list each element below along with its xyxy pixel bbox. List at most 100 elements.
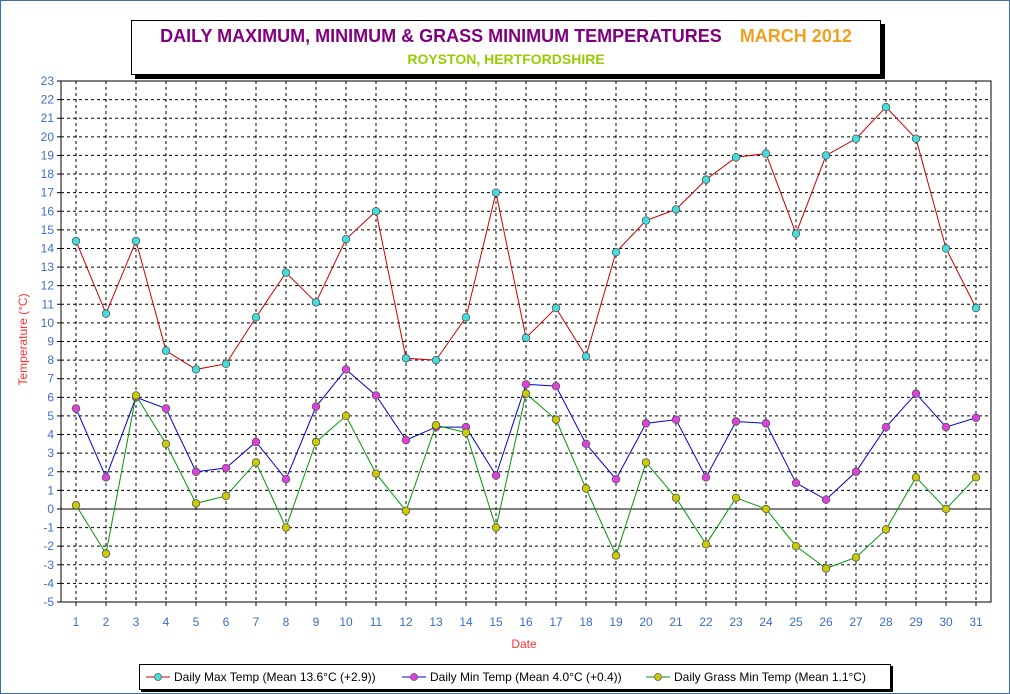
data-point-s1 bbox=[611, 474, 621, 484]
data-point-s1 bbox=[491, 471, 501, 480]
data-point-s0 bbox=[341, 234, 351, 244]
data-point-s0 bbox=[401, 354, 411, 363]
data-point-s1 bbox=[671, 415, 681, 424]
data-point-s2 bbox=[581, 484, 591, 493]
data-point-s2 bbox=[71, 501, 81, 510]
data-point-s2 bbox=[641, 458, 651, 467]
data-point-s2 bbox=[311, 437, 321, 447]
y-axis-title: Temperature (°C) bbox=[16, 293, 30, 385]
legend-marker bbox=[154, 673, 162, 681]
data-point-s2 bbox=[341, 411, 351, 421]
x-tick-label: 24 bbox=[759, 615, 773, 629]
data-point-s1 bbox=[371, 391, 381, 400]
data-point-s1 bbox=[791, 478, 801, 488]
data-point-s0 bbox=[281, 268, 291, 277]
y-tick-label: 14 bbox=[41, 241, 55, 255]
data-point-s1 bbox=[911, 389, 921, 398]
data-point-s2 bbox=[911, 473, 921, 482]
x-tick-label: 3 bbox=[133, 615, 140, 629]
y-tick-label: 21 bbox=[41, 111, 55, 125]
data-point-s0 bbox=[251, 313, 261, 322]
data-point-s0 bbox=[641, 216, 651, 225]
data-point-s0 bbox=[911, 134, 921, 143]
data-point-s1 bbox=[731, 417, 741, 426]
data-point-s0 bbox=[221, 359, 231, 369]
chart-title: DAILY MAXIMUM, MINIMUM & GRASS MINIMUM T… bbox=[160, 26, 722, 46]
data-point-s0 bbox=[791, 229, 801, 238]
data-point-s2 bbox=[551, 415, 561, 424]
x-tick-label: 23 bbox=[729, 615, 743, 629]
x-tick-label: 29 bbox=[909, 615, 923, 629]
x-tick-label: 16 bbox=[519, 615, 533, 629]
y-tick-label: 8 bbox=[47, 353, 54, 367]
y-tick-label: 11 bbox=[42, 297, 55, 311]
chart-title-box: DAILY MAXIMUM, MINIMUM & GRASS MINIMUM T… bbox=[131, 20, 881, 75]
data-point-s0 bbox=[311, 298, 321, 307]
y-tick-label: -2 bbox=[43, 539, 54, 553]
x-tick-label: 15 bbox=[489, 615, 503, 629]
data-point-s2 bbox=[401, 506, 411, 516]
x-tick-label: 4 bbox=[163, 615, 170, 629]
data-point-s0 bbox=[881, 102, 891, 112]
x-tick-label: 22 bbox=[699, 615, 713, 629]
data-point-s0 bbox=[761, 149, 771, 158]
data-point-s1 bbox=[581, 439, 591, 449]
y-tick-label: 16 bbox=[41, 204, 55, 218]
x-tick-label: 18 bbox=[579, 615, 593, 629]
data-point-s2 bbox=[461, 428, 471, 437]
y-tick-label: -3 bbox=[43, 558, 54, 572]
y-tick-label: 20 bbox=[41, 130, 55, 144]
data-point-s0 bbox=[581, 352, 591, 361]
y-tick-label: -1 bbox=[43, 521, 54, 535]
data-point-s2 bbox=[431, 421, 441, 430]
data-point-s1 bbox=[281, 474, 291, 484]
x-tick-label: 2 bbox=[103, 615, 110, 629]
data-point-s0 bbox=[71, 236, 81, 246]
data-point-s2 bbox=[851, 553, 861, 562]
x-tick-label: 14 bbox=[459, 615, 473, 629]
data-point-s0 bbox=[461, 313, 471, 322]
data-point-s2 bbox=[491, 523, 501, 532]
data-point-s2 bbox=[731, 493, 741, 502]
y-tick-label: 0 bbox=[47, 502, 54, 516]
data-point-s2 bbox=[611, 551, 621, 560]
y-tick-label: 15 bbox=[41, 223, 55, 237]
legend-label: Daily Min Temp (Mean 4.0°C (+0.4)) bbox=[430, 670, 622, 684]
data-point-s2 bbox=[521, 389, 531, 398]
y-tick-label: 19 bbox=[41, 148, 55, 162]
title-line: DAILY MAXIMUM, MINIMUM & GRASS MINIMUM T… bbox=[132, 26, 880, 47]
x-tick-label: 10 bbox=[339, 615, 353, 629]
data-point-s0 bbox=[521, 333, 531, 342]
data-point-s1 bbox=[851, 467, 861, 476]
data-point-s2 bbox=[371, 469, 381, 478]
data-point-s1 bbox=[641, 419, 651, 428]
x-tick-label: 12 bbox=[399, 615, 413, 629]
x-tick-label: 5 bbox=[193, 615, 200, 629]
x-tick-label: 20 bbox=[639, 615, 653, 629]
x-tick-label: 25 bbox=[789, 615, 803, 629]
x-tick-label: 11 bbox=[370, 615, 383, 629]
data-point-s0 bbox=[131, 236, 141, 246]
y-tick-label: -4 bbox=[43, 576, 54, 590]
data-point-s1 bbox=[881, 422, 891, 432]
x-tick-label: 19 bbox=[609, 615, 623, 629]
legend-canvas: Daily Max Temp (Mean 13.6°C (+2.9)) Daily… bbox=[146, 670, 866, 684]
y-tick-label: 12 bbox=[41, 279, 55, 293]
legend-marker bbox=[410, 673, 418, 681]
data-point-s0 bbox=[821, 151, 831, 160]
data-point-s2 bbox=[161, 439, 171, 449]
data-point-s2 bbox=[251, 458, 261, 467]
data-point-s1 bbox=[161, 404, 171, 413]
data-point-s0 bbox=[191, 365, 201, 374]
y-tick-label: 23 bbox=[41, 74, 55, 88]
y-tick-label: 1 bbox=[47, 483, 54, 497]
data-point-s0 bbox=[431, 355, 441, 365]
y-tick-label: -5 bbox=[43, 595, 54, 609]
x-tick-label: 9 bbox=[313, 615, 320, 629]
data-point-s2 bbox=[881, 525, 891, 534]
y-tick-label: 7 bbox=[47, 372, 54, 386]
x-tick-label: 6 bbox=[223, 615, 230, 629]
data-point-s1 bbox=[521, 380, 531, 389]
data-point-s0 bbox=[941, 244, 951, 253]
